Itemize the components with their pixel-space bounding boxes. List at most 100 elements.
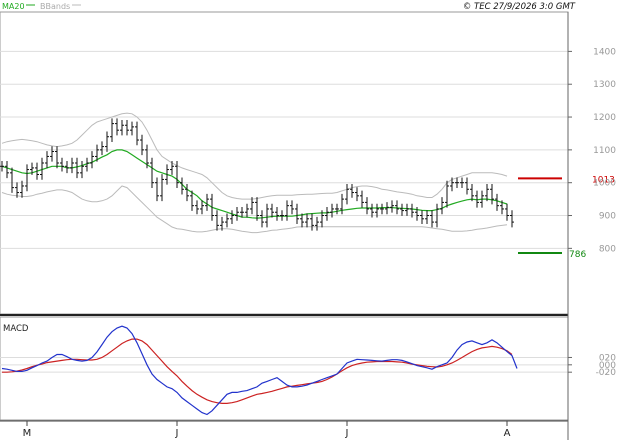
price-bar xyxy=(245,203,249,218)
support-level-label: 786 xyxy=(569,250,586,260)
price-y-tick-label: 800 xyxy=(599,244,616,254)
price-bar xyxy=(390,200,394,213)
price-bar xyxy=(255,197,259,221)
price-bar xyxy=(275,206,279,221)
price-y-tick-label: 1400 xyxy=(593,47,616,57)
price-bar xyxy=(330,203,334,218)
price-bar xyxy=(395,200,399,215)
macd-plot-frame xyxy=(0,316,569,421)
price-bar xyxy=(360,190,364,208)
price-bar xyxy=(340,193,344,215)
price-bar xyxy=(510,210,514,228)
price-bar xyxy=(140,134,144,156)
bb-lower-line xyxy=(1,185,508,234)
price-bar xyxy=(190,190,194,211)
price-bar xyxy=(0,161,4,172)
price-bar xyxy=(445,180,449,208)
x-axis: MJJASO xyxy=(0,420,568,439)
macd-line xyxy=(1,325,518,416)
price-bar xyxy=(480,190,484,208)
price-bar xyxy=(225,213,229,228)
price-bar xyxy=(435,203,439,228)
price-bar xyxy=(85,157,89,172)
price-bar xyxy=(70,157,74,174)
price-bar xyxy=(385,202,389,215)
price-bar xyxy=(325,206,329,221)
price-bar xyxy=(65,161,69,174)
macd-y-tick-label: -020 xyxy=(596,368,617,378)
price-bar xyxy=(110,118,114,142)
resistance-level-label: 1013 xyxy=(592,175,615,185)
x-tick-label: M xyxy=(23,428,32,439)
price-bar xyxy=(145,144,149,169)
price-bar xyxy=(405,203,409,216)
ma20-line xyxy=(1,149,508,219)
macd-signal-line xyxy=(2,338,513,404)
price-bar xyxy=(310,213,314,231)
price-bar xyxy=(10,167,14,193)
credit-text: © TEC 27/9/2026 3:0 GMT xyxy=(463,2,576,12)
price-bar xyxy=(55,146,59,169)
price-bar xyxy=(155,177,159,202)
price-bar xyxy=(230,210,234,225)
price-panel: 1013 786 800 900 1000 1100 1200 1300 1400 xyxy=(0,11,616,315)
price-bar xyxy=(265,203,269,228)
ma-legend-label: MA20 xyxy=(2,2,25,11)
price-y-tick-label: 1200 xyxy=(593,113,616,123)
price-bar xyxy=(130,121,134,136)
price-bar xyxy=(400,203,404,216)
price-bar xyxy=(165,164,169,185)
price-bar xyxy=(175,161,179,188)
price-bar xyxy=(495,193,499,211)
x-tick-label: J xyxy=(345,428,349,439)
price-bar xyxy=(170,161,174,175)
price-bar xyxy=(440,197,444,215)
price-bar xyxy=(295,203,299,225)
price-bar xyxy=(305,213,309,228)
price-bar xyxy=(465,177,469,195)
price-bar xyxy=(335,203,339,215)
price-y-tick-label: 1100 xyxy=(593,146,616,156)
price-bar xyxy=(365,197,369,215)
price-bar xyxy=(260,210,264,228)
macd-y-tick-label: 000 xyxy=(599,361,616,371)
bbands-legend-label: BBands xyxy=(40,2,70,11)
price-bar xyxy=(160,174,164,202)
price-bar xyxy=(95,144,99,162)
price-bar xyxy=(105,131,109,152)
price-bar xyxy=(195,200,199,215)
price-bar xyxy=(505,203,509,221)
price-bar xyxy=(470,184,474,202)
price-bar xyxy=(15,182,19,198)
price-bar xyxy=(380,203,384,215)
price-bar xyxy=(80,161,84,179)
price-bar xyxy=(235,206,239,221)
price-bar xyxy=(250,197,254,215)
price-bar xyxy=(45,151,49,169)
price-bar xyxy=(60,157,64,172)
price-bar xyxy=(485,184,489,202)
price-bar xyxy=(150,157,154,188)
price-bar xyxy=(20,180,24,198)
price-bar xyxy=(280,210,284,221)
bb-upper-line xyxy=(1,112,508,200)
price-bar xyxy=(185,184,189,202)
price-y-tick-label: 1300 xyxy=(593,80,616,90)
price-bar xyxy=(50,146,54,162)
macd-title: MACD xyxy=(3,324,29,334)
price-bar xyxy=(415,206,419,221)
price-bar xyxy=(30,162,34,175)
price-bar xyxy=(410,203,414,218)
x-tick-label: J xyxy=(175,428,179,439)
price-bar xyxy=(315,216,319,231)
price-bar xyxy=(115,118,119,136)
price-bar xyxy=(120,119,124,136)
x-tick-label: A xyxy=(504,428,511,439)
price-bar xyxy=(200,200,204,215)
macd-y-tick-label: 020 xyxy=(599,353,616,363)
price-bar xyxy=(100,141,104,156)
price-bar xyxy=(455,177,459,188)
price-bar xyxy=(460,177,464,188)
